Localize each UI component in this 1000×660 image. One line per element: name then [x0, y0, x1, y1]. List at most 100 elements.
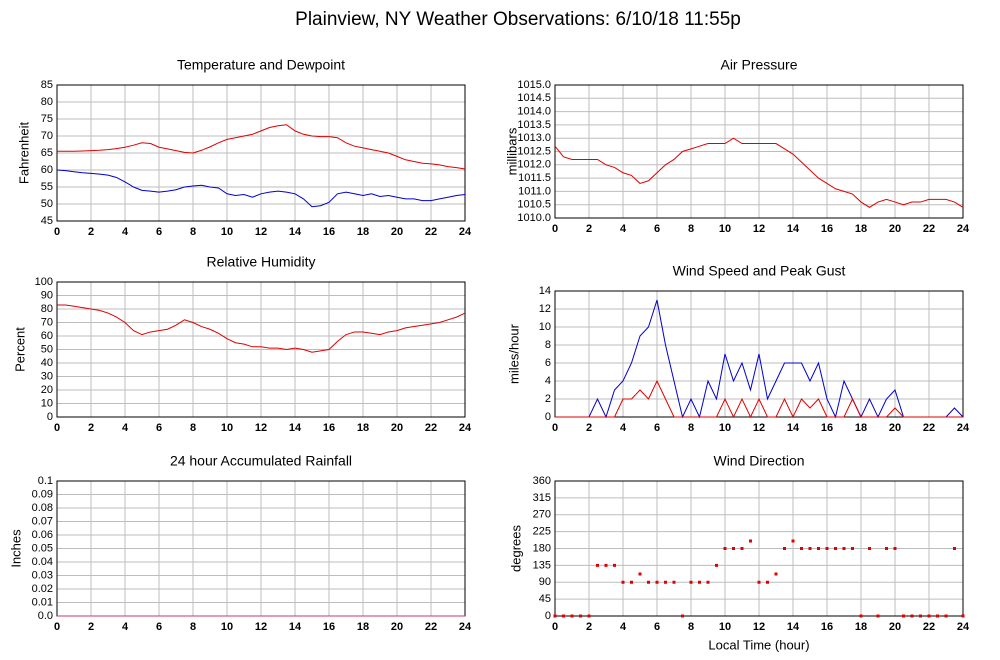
- y-tick-label: 0.04: [32, 556, 53, 568]
- y-tick-label: 60: [41, 330, 53, 342]
- y-tick-label: 0: [545, 411, 551, 423]
- x-tick-label: 8: [688, 223, 694, 235]
- x-tick-label: 6: [156, 621, 162, 633]
- scatter-point: [766, 580, 769, 584]
- scatter-point: [842, 547, 846, 550]
- x-tick-label: 24: [459, 226, 472, 238]
- x-tick-label: 14: [289, 226, 302, 238]
- y-axis-label: Percent: [12, 327, 27, 372]
- x-tick-label: 0: [54, 422, 60, 434]
- panel-title: Wind Speed and Peak Gust: [673, 263, 846, 279]
- x-tick-label: 6: [156, 226, 162, 238]
- x-tick-label: 6: [654, 223, 660, 235]
- scatter-point: [570, 614, 574, 618]
- scatter-point: [638, 572, 642, 576]
- scatter-point: [553, 614, 557, 618]
- x-axis-label: Local Time (hour): [708, 637, 809, 652]
- y-tick-label: 1010.0: [517, 212, 551, 224]
- scatter-point: [919, 614, 922, 618]
- scatter-point: [630, 580, 633, 584]
- x-tick-label: 4: [122, 226, 129, 238]
- scatter-point: [664, 580, 667, 584]
- y-tick-label: 85: [41, 79, 53, 91]
- y-tick-label: 1013.5: [517, 119, 551, 131]
- x-tick-label: 18: [357, 226, 369, 238]
- y-tick-label: 70: [41, 316, 53, 328]
- scatter-point: [604, 563, 608, 567]
- y-tick-label: 0.01: [32, 596, 53, 608]
- x-tick-label: 4: [122, 422, 129, 434]
- x-tick-label: 10: [221, 226, 233, 238]
- plot-frame: [56, 281, 466, 418]
- x-tick-label: 10: [719, 223, 731, 235]
- x-tick-label: 8: [190, 422, 196, 434]
- x-tick-label: 8: [688, 621, 694, 633]
- x-tick-label: 12: [255, 226, 267, 238]
- scatter-point: [783, 547, 786, 550]
- series-line: [56, 169, 466, 208]
- series-line: [555, 379, 963, 419]
- y-tick-label: 10: [41, 397, 53, 409]
- x-tick-label: 16: [323, 621, 335, 633]
- x-tick-label: 22: [425, 226, 437, 238]
- y-tick-label: 0.09: [32, 488, 53, 500]
- x-tick-label: 12: [753, 223, 765, 235]
- scatter-point: [647, 580, 650, 584]
- y-tick-label: 1012.5: [517, 145, 551, 157]
- scatter-point: [859, 614, 863, 618]
- y-tick-label: 50: [41, 198, 53, 210]
- x-tick-label: 20: [889, 621, 901, 633]
- y-tick-label: 0: [545, 610, 551, 622]
- y-tick-label: 360: [533, 475, 551, 487]
- plot-frame: [554, 480, 964, 617]
- x-tick-label: 14: [787, 422, 800, 434]
- y-tick-label: 55: [41, 181, 53, 193]
- y-axis-label: degrees: [508, 525, 523, 572]
- x-tick-label: 8: [190, 226, 196, 238]
- x-tick-label: 24: [957, 422, 970, 434]
- scatter-point: [910, 614, 914, 618]
- x-tick-label: 16: [821, 223, 833, 235]
- x-tick-label: 12: [753, 621, 765, 633]
- panel-title: 24 hour Accumulated Rainfall: [170, 453, 352, 469]
- y-tick-label: 60: [41, 164, 53, 176]
- plot-frame: [56, 84, 466, 222]
- scatter-point: [800, 547, 803, 550]
- y-tick-label: 135: [533, 559, 551, 571]
- x-tick-label: 2: [586, 621, 592, 633]
- scatter-point: [587, 614, 591, 618]
- x-tick-label: 20: [889, 422, 901, 434]
- x-tick-label: 14: [787, 621, 800, 633]
- scatter-point: [834, 547, 837, 550]
- x-tick-label: 2: [586, 223, 592, 235]
- y-tick-label: 45: [41, 215, 53, 227]
- x-tick-label: 8: [688, 422, 694, 434]
- y-tick-label: 0.06: [32, 529, 53, 541]
- x-tick-label: 18: [855, 223, 867, 235]
- x-tick-label: 10: [221, 422, 233, 434]
- panel-title: Temperature and Dewpoint: [177, 57, 345, 73]
- y-tick-label: 1012.0: [517, 159, 551, 171]
- x-tick-label: 10: [719, 422, 731, 434]
- scatter-point: [613, 563, 616, 567]
- y-tick-label: 1013.0: [517, 132, 551, 144]
- scatter-point: [757, 580, 761, 584]
- y-tick-label: 65: [41, 147, 53, 159]
- y-tick-label: 0.03: [32, 569, 53, 581]
- scatter-point: [740, 547, 744, 550]
- series-line: [555, 299, 964, 419]
- y-tick-label: 50: [41, 343, 53, 355]
- y-tick-label: 270: [533, 509, 551, 521]
- scatter-point: [808, 547, 812, 550]
- x-tick-label: 0: [552, 422, 558, 434]
- x-tick-label: 6: [156, 422, 162, 434]
- scatter-point: [562, 614, 565, 618]
- y-tick-label: 45: [539, 593, 551, 605]
- x-tick-label: 4: [122, 621, 129, 633]
- y-tick-label: 70: [41, 130, 53, 142]
- scatter-point: [868, 547, 871, 550]
- y-tick-label: 180: [533, 542, 551, 554]
- x-tick-label: 0: [54, 226, 60, 238]
